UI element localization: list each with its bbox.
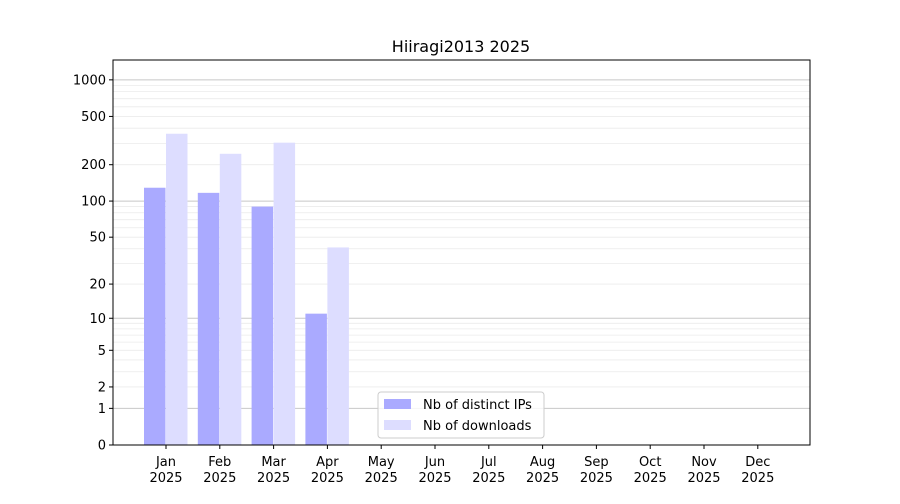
- x-tick-label: 2025: [418, 471, 451, 486]
- legend-swatch: [384, 420, 411, 430]
- bar-downloads: [273, 142, 296, 445]
- y-tick-label: 0: [98, 439, 106, 454]
- y-tick-label: 20: [89, 278, 106, 293]
- x-tick-label: Oct: [639, 455, 661, 470]
- legend-swatch: [384, 399, 411, 409]
- x-tick-label: 2025: [741, 471, 774, 486]
- x-tick-label: Sep: [584, 455, 609, 470]
- y-tick-label: 2: [98, 380, 106, 395]
- y-tick-label: 100: [81, 195, 106, 210]
- bar-distinct-ips: [144, 187, 166, 445]
- bar-distinct-ips: [251, 206, 274, 445]
- x-tick-label: Jul: [480, 455, 497, 470]
- x-tick-label: 2025: [149, 471, 182, 486]
- x-tick-label: 2025: [687, 471, 720, 486]
- x-tick-label: Dec: [745, 455, 770, 470]
- plot-frame: [112, 59, 811, 446]
- bar-downloads: [219, 153, 242, 445]
- legend-box: [377, 391, 545, 439]
- x-tick-label: Nov: [691, 455, 717, 470]
- x-tick-label: 2025: [634, 471, 667, 486]
- x-tick-label: 2025: [472, 471, 505, 486]
- x-tick-label: Aug: [530, 455, 555, 470]
- bar-distinct-ips: [305, 313, 327, 445]
- y-tick-label: 5: [98, 344, 106, 359]
- x-tick-label: 2025: [526, 471, 559, 486]
- x-tick-label: Apr: [316, 455, 339, 470]
- chart-title: Hiiragi2013 2025: [392, 37, 530, 56]
- y-tick-label: 1: [98, 402, 106, 417]
- bar-downloads: [166, 133, 188, 445]
- bar-distinct-ips: [197, 192, 220, 445]
- legend-label: Nb of distinct IPs: [423, 398, 532, 413]
- y-tick-label: 10: [89, 312, 106, 327]
- y-tick-label: 200: [81, 158, 106, 173]
- bar-downloads: [327, 247, 349, 445]
- x-tick-label: 2025: [365, 471, 398, 486]
- y-tick-label: 500: [81, 110, 106, 125]
- legend: Nb of distinct IPs Nb of downloads: [377, 391, 545, 439]
- legend-label: Nb of downloads: [423, 419, 532, 434]
- x-tick-label: 2025: [203, 471, 236, 486]
- x-tick-label: May: [368, 455, 395, 470]
- y-tick-label: 1000: [73, 73, 106, 88]
- x-tick-label: 2025: [580, 471, 613, 486]
- x-tick-label: 2025: [257, 471, 290, 486]
- x-tick-label: Mar: [261, 455, 286, 470]
- x-tick-label: 2025: [311, 471, 344, 486]
- x-tick-label: Jun: [424, 455, 445, 470]
- y-tick-label: 50: [89, 231, 106, 246]
- x-tick-label: Jan: [155, 455, 176, 470]
- x-tick-label: Feb: [208, 455, 231, 470]
